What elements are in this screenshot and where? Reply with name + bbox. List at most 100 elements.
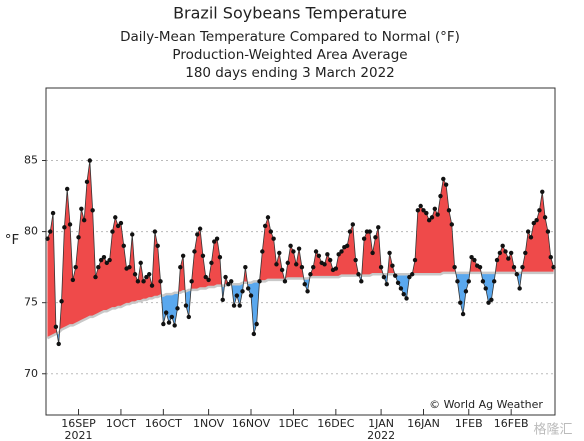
temperature-point: [531, 220, 536, 226]
temperature-point: [223, 274, 228, 280]
temperature-point: [350, 222, 356, 227]
temperature-point: [107, 257, 112, 263]
temperature-point: [248, 293, 254, 298]
temperature-point: [132, 272, 138, 277]
temperature-point: [407, 274, 412, 280]
temperature-point: [537, 208, 542, 213]
temperature-point: [514, 272, 520, 277]
temperature-point: [449, 222, 454, 227]
temperature-point: [506, 256, 511, 261]
temperature-point: [166, 320, 172, 325]
temperature-point: [327, 257, 333, 263]
temperature-point: [421, 208, 426, 213]
temperature-point: [260, 249, 265, 254]
temperature-point: [494, 257, 500, 263]
temperature-point: [62, 225, 67, 230]
temperature-point: [540, 189, 545, 194]
temperature-point: [359, 279, 364, 284]
temperature-point: [503, 249, 508, 254]
chart-subtitle: 180 days ending 3 March 2022: [185, 65, 395, 81]
watermark: 格隆汇: [533, 422, 572, 438]
temperature-point: [542, 215, 548, 220]
temperature-line: [47, 160, 554, 344]
temperature-point: [84, 179, 90, 185]
temperature-point: [441, 176, 446, 182]
temperature-point: [313, 249, 319, 254]
temperature-point: [279, 267, 285, 273]
temperature-point: [277, 250, 282, 256]
temperature-point: [395, 280, 401, 285]
temperature-point: [294, 262, 299, 267]
temperature-point: [98, 257, 104, 263]
temperature-point: [155, 243, 160, 249]
temperature-point: [268, 229, 274, 234]
temperature-point: [169, 314, 175, 320]
temperature-point: [418, 203, 423, 209]
temperature-point: [463, 289, 469, 294]
temperature-point: [288, 243, 293, 249]
temperature-point: [203, 274, 208, 280]
temperature-point: [149, 283, 155, 288]
temperature-point: [483, 286, 488, 291]
temperature-point: [446, 208, 452, 213]
temperature-point: [466, 279, 471, 284]
temperature-point: [517, 286, 522, 291]
temperature-point: [299, 264, 305, 270]
temperature-point: [254, 321, 259, 327]
temperature-point: [237, 303, 242, 308]
temperature-point: [197, 226, 203, 231]
temperature-point: [180, 253, 186, 258]
temperature-point: [231, 303, 237, 308]
temperature-point: [435, 212, 440, 217]
temperature-point: [489, 297, 494, 303]
x-tick-label: 1NOV: [193, 417, 225, 430]
temperature-point: [262, 223, 268, 229]
temperature-point: [81, 218, 87, 223]
temperature-point: [480, 279, 486, 284]
chart-title: Brazil Soybeans Temperature: [173, 4, 407, 23]
temperature-point: [73, 264, 78, 270]
temperature-point: [217, 254, 223, 260]
temperature-point: [508, 250, 514, 256]
temperature-point: [477, 264, 483, 270]
temperature-point: [96, 264, 101, 270]
temperature-point: [545, 229, 551, 234]
temperature-point: [426, 218, 432, 223]
temperature-point: [460, 311, 466, 317]
below-normal-fill: [47, 272, 554, 344]
x-tick-label: 1OCT: [106, 417, 136, 430]
temperature-point: [226, 282, 231, 287]
temperature-point: [113, 215, 118, 220]
temperature-point: [175, 306, 180, 311]
temperature-point: [390, 263, 395, 268]
y-tick-label: 85: [24, 154, 38, 167]
temperature-point: [361, 236, 367, 241]
temperature-point: [511, 264, 517, 270]
temperature-point: [356, 272, 361, 277]
temperature-point: [220, 297, 225, 303]
temperature-point: [353, 257, 358, 263]
temperature-point: [178, 264, 183, 270]
temperature-point: [291, 249, 296, 254]
x-tick-label: 1DEC: [278, 417, 308, 430]
temperature-point: [104, 260, 109, 266]
temperature-point: [161, 321, 166, 327]
temperature-point: [257, 279, 262, 284]
year-label: 2022: [367, 429, 395, 441]
temperature-point: [443, 182, 449, 187]
temperature-point: [90, 208, 95, 213]
temperature-point: [212, 239, 217, 244]
temperature-point: [70, 277, 76, 283]
plot-frame: [45, 87, 556, 416]
temperature-point: [305, 289, 310, 294]
temperature-point: [458, 300, 463, 305]
temperature-point: [308, 272, 313, 277]
temperature-point: [195, 232, 200, 237]
temperature-point: [189, 279, 194, 284]
temperature-point: [401, 291, 406, 297]
temperature-point: [274, 262, 279, 267]
temperature-point: [325, 252, 330, 257]
temperature-point: [101, 254, 107, 260]
temperature-point: [381, 274, 387, 280]
